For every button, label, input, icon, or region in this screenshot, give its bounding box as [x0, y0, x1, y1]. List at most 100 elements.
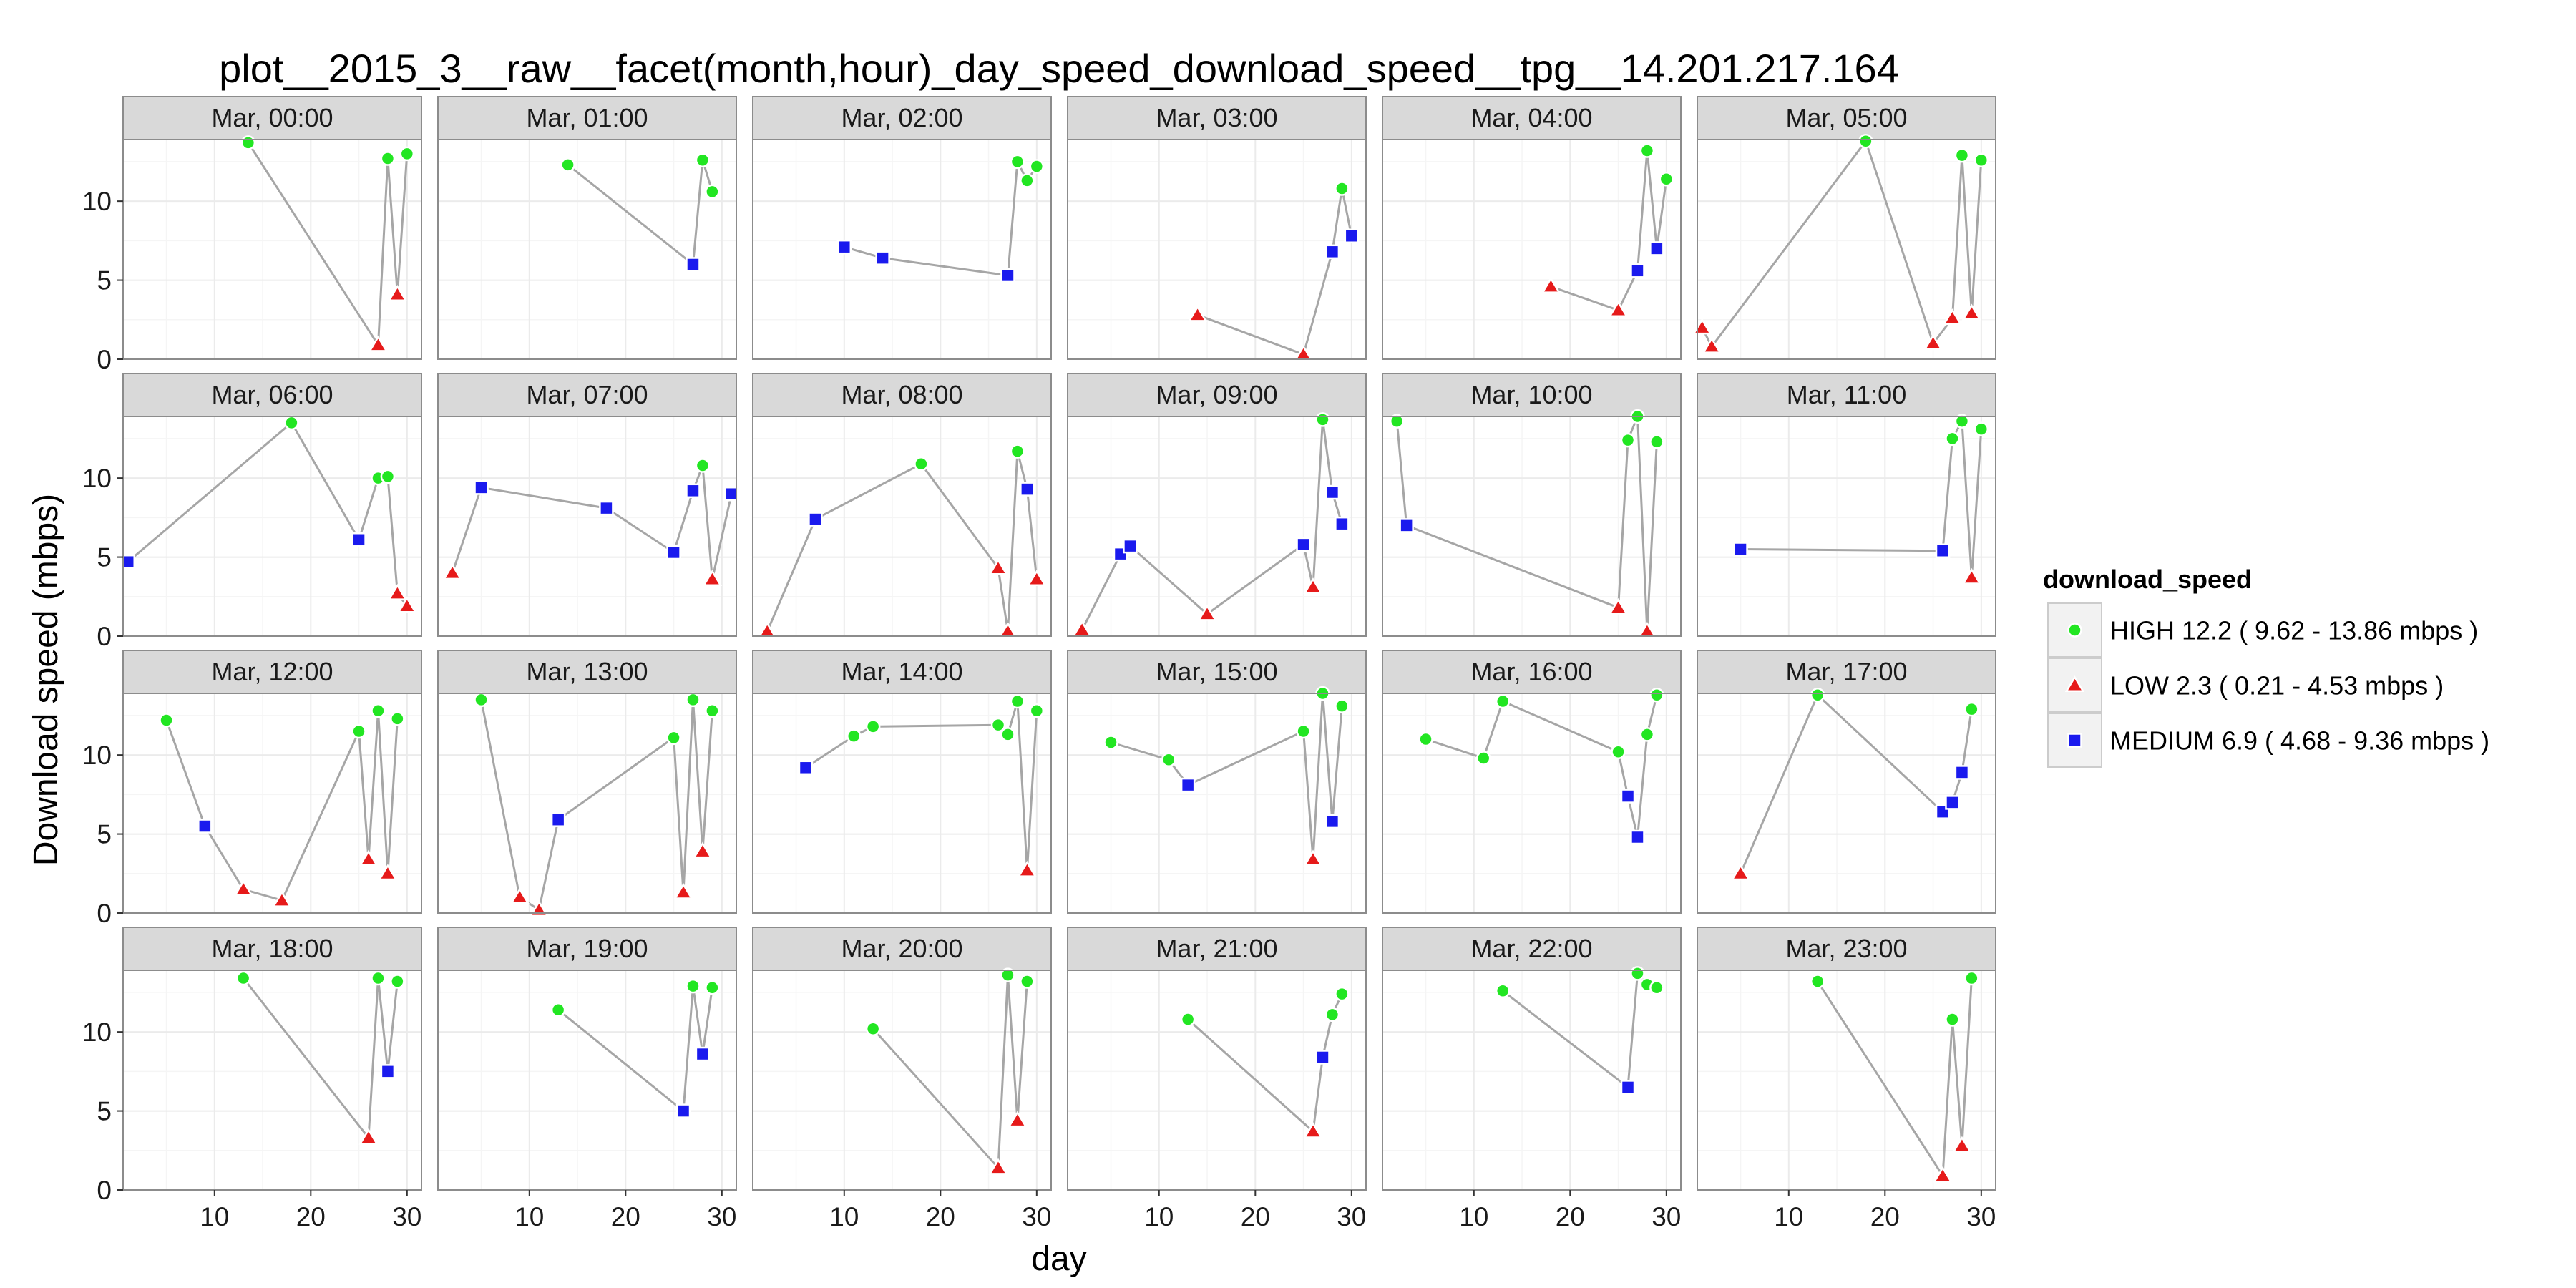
facet-strip — [1067, 96, 1367, 140]
data-point — [693, 841, 713, 859]
facet-label: Mar, 10:00 — [1470, 380, 1592, 409]
panel-border — [122, 139, 422, 360]
facet-strip — [1382, 96, 1682, 140]
facet-strip — [122, 650, 422, 694]
facet-label: Mar, 13:00 — [526, 657, 648, 686]
facet-panel: Mar, 02:00 — [752, 96, 1052, 360]
data-point — [1649, 687, 1664, 703]
data-point — [358, 1128, 379, 1145]
data-point — [368, 335, 389, 352]
data-point — [1974, 152, 1989, 167]
facet-panel: Mar, 04:00 — [1382, 96, 1682, 360]
panel-background — [1068, 970, 1366, 1190]
data-point — [1961, 303, 1982, 321]
data-point — [120, 554, 135, 570]
data-point — [474, 480, 489, 495]
data-point — [1639, 143, 1655, 158]
data-point — [1961, 567, 1982, 585]
data-point — [1933, 1166, 1953, 1183]
facet-panel: Mar, 13:00 — [437, 650, 737, 917]
x-tick-label: 30 — [707, 1202, 736, 1231]
data-point — [1608, 597, 1629, 615]
legend-symbol — [2067, 623, 2082, 638]
panel-border — [1067, 693, 1367, 914]
facet-panel: Mar, 06:00 0 5 10 — [82, 373, 422, 651]
facet-grid: Mar, 00:00 0 5 10 Mar, 01:00 Mar, 02:00 Mar, 0… — [82, 96, 1996, 1231]
facet-panel: Mar, 10:00 — [1382, 373, 1682, 638]
data-point — [1324, 244, 1340, 260]
facet-label: Mar, 06:00 — [211, 380, 333, 409]
series-line — [1701, 139, 1983, 349]
data-point — [666, 545, 681, 560]
data-point — [997, 621, 1018, 638]
data-point — [235, 970, 251, 986]
data-point — [399, 146, 415, 162]
data-point — [1324, 1007, 1340, 1023]
data-point — [1324, 814, 1340, 829]
facet-strip — [1697, 650, 1996, 694]
data-point — [666, 730, 681, 746]
panel-border — [1697, 970, 1996, 1191]
data-point — [1620, 1080, 1636, 1095]
facet-panel: Mar, 23:00 10 20 30 — [1697, 927, 1996, 1231]
data-point — [1335, 516, 1350, 532]
data-point — [1952, 1136, 1972, 1153]
data-point — [351, 723, 366, 739]
facet-label: Mar, 05:00 — [1785, 103, 1907, 132]
panel-background — [1697, 416, 1996, 636]
data-point — [1608, 301, 1629, 318]
data-point — [705, 703, 720, 718]
data-point — [1495, 693, 1511, 709]
data-point — [390, 711, 405, 726]
series-line — [567, 160, 713, 267]
x-tick-label: 20 — [1241, 1202, 1270, 1231]
data-point — [988, 558, 1008, 575]
data-point — [1000, 268, 1015, 283]
panel-background — [438, 416, 736, 636]
facet-label: Mar, 11:00 — [1787, 380, 1906, 409]
data-point — [159, 713, 174, 728]
facet-strip — [1697, 373, 1996, 417]
data-point — [1475, 751, 1491, 766]
facet-label: Mar, 18:00 — [211, 934, 333, 963]
data-point — [1935, 543, 1951, 558]
legend-label: MEDIUM 6.9 ( 4.68 - 9.36 mbps ) — [2110, 726, 2489, 756]
data-point — [1027, 570, 1047, 586]
y-tick-label: 5 — [97, 1097, 112, 1126]
panel-background — [1382, 140, 1681, 359]
data-point — [1180, 1012, 1196, 1027]
facet-strip — [752, 96, 1052, 140]
data-point — [1649, 241, 1664, 256]
panel-border — [1382, 139, 1682, 360]
panel-border — [437, 139, 737, 360]
data-point — [272, 890, 292, 907]
panel-border — [1382, 970, 1682, 1191]
x-tick-label: 30 — [1966, 1202, 1996, 1231]
facet-strip — [1382, 927, 1682, 971]
data-point — [1335, 698, 1350, 713]
facet-strip — [437, 650, 737, 694]
data-point — [240, 135, 256, 150]
data-point — [1630, 966, 1645, 981]
facet-label: Mar, 16:00 — [1470, 657, 1592, 686]
facet-panel: Mar, 19:00 10 20 30 — [437, 927, 737, 1231]
data-point — [695, 1046, 711, 1062]
panel-background — [438, 140, 736, 359]
data-point — [1954, 414, 1970, 429]
data-point — [380, 151, 396, 166]
x-tick-label: 10 — [1459, 1202, 1488, 1231]
panel-border — [752, 139, 1052, 360]
data-point — [686, 483, 701, 499]
y-tick-label: 0 — [97, 622, 112, 651]
data-point — [1611, 744, 1626, 759]
data-point — [1197, 604, 1217, 621]
data-point — [1303, 1121, 1323, 1138]
facet-label: Mar, 12:00 — [211, 657, 333, 686]
facet-label: Mar, 04:00 — [1470, 103, 1592, 132]
facet-label: Mar, 22:00 — [1470, 934, 1592, 963]
panel-border — [1697, 139, 1996, 360]
series-line — [1740, 417, 1983, 578]
panel-border — [1382, 693, 1682, 914]
data-point — [1303, 849, 1323, 867]
data-point — [705, 980, 720, 995]
